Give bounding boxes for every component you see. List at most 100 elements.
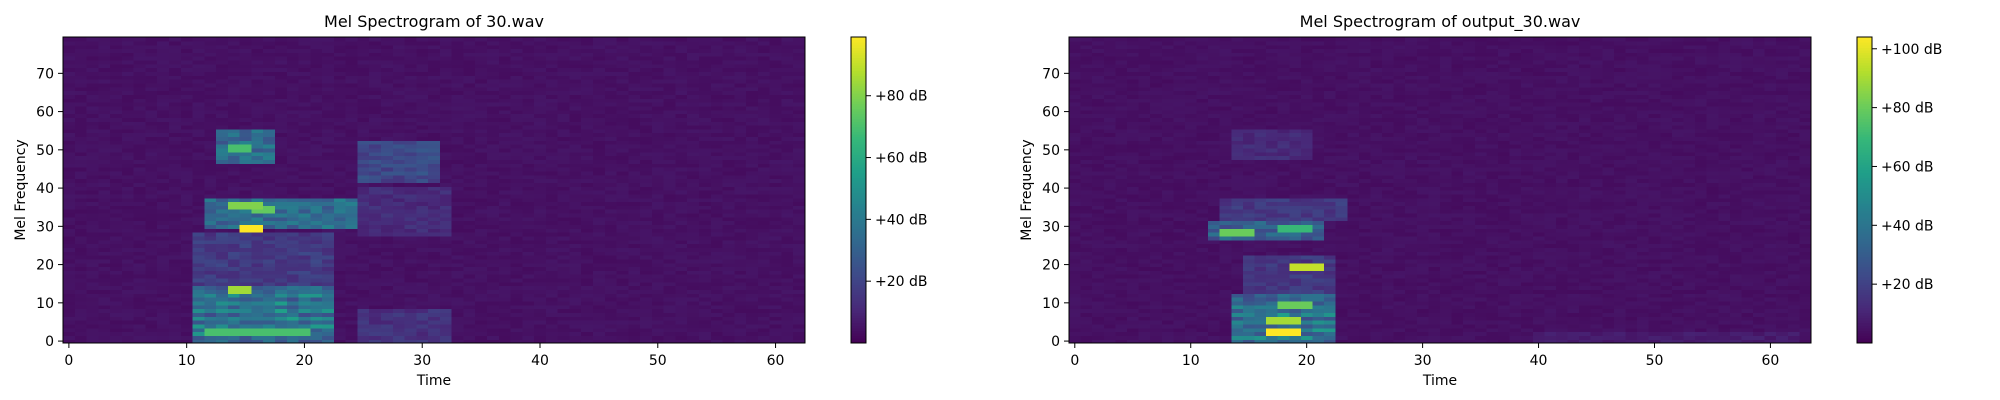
heatmap-cell (133, 239, 147, 245)
heatmap-cell (640, 136, 653, 141)
heatmap-cell (699, 121, 712, 126)
heatmap-cell (157, 201, 170, 206)
heatmap-cell (333, 209, 347, 214)
heatmap-cell (333, 124, 347, 130)
heatmap-cell (216, 48, 229, 53)
heatmap-cell (545, 308, 559, 313)
heatmap-cell (651, 71, 665, 76)
heatmap-cell (381, 320, 394, 325)
heatmap-cell (86, 151, 99, 157)
heatmap-cell (345, 216, 359, 222)
heatmap-cell (616, 274, 629, 279)
heatmap-cell (640, 235, 653, 241)
heatmap-cell (98, 147, 111, 153)
heatmap-cell (675, 48, 688, 53)
heatmap-cell (710, 178, 724, 183)
heatmap-cell (381, 132, 394, 138)
heatmap-cell (180, 339, 194, 344)
heatmap-cell (510, 155, 523, 160)
heatmap-cell (616, 71, 629, 76)
heatmap-cell (510, 90, 523, 95)
heatmap-cell (428, 193, 441, 199)
heatmap-cell (133, 151, 147, 157)
heatmap-cell (110, 121, 123, 126)
heatmap-cell (734, 56, 747, 61)
heatmap-cell (392, 178, 406, 183)
heatmap-cell (746, 232, 759, 237)
heatmap-cell (616, 335, 629, 340)
heatmap-cell (357, 232, 370, 237)
heatmap-cell (133, 274, 147, 279)
heatmap-cell (298, 216, 311, 222)
heatmap-cell (381, 255, 394, 260)
heatmap-cell (781, 155, 794, 160)
heatmap-cell (675, 289, 688, 294)
heatmap-cell (522, 151, 535, 157)
heatmap-cell (439, 167, 453, 172)
heatmap-cell (439, 163, 453, 168)
heatmap-cell (593, 52, 606, 57)
heatmap-cell (98, 228, 111, 233)
heatmap-cell (286, 201, 300, 206)
heatmap-cell (604, 235, 618, 241)
heatmap-cell (133, 232, 147, 237)
heatmap-cell (569, 209, 582, 214)
heatmap-cell (439, 170, 453, 176)
heatmap-cell (322, 67, 335, 73)
heatmap-cell (722, 98, 735, 103)
heatmap-cell (263, 205, 276, 210)
heatmap-cell (569, 147, 582, 153)
heatmap-cell (169, 335, 182, 340)
heatmap-cell (169, 266, 182, 271)
heatmap-cell (487, 136, 500, 141)
heatmap-cell (204, 197, 217, 203)
heatmap-cell (498, 285, 512, 291)
heatmap-cell (192, 124, 205, 130)
heatmap-cell (616, 320, 629, 325)
heatmap-cell (133, 190, 147, 195)
heatmap-cell (310, 59, 323, 65)
heatmap-cell (793, 335, 806, 340)
heatmap-cell (487, 56, 500, 61)
heatmap-cell (640, 228, 653, 233)
heatmap-cell (345, 331, 359, 336)
heatmap-cell (310, 170, 323, 176)
heatmap-cell (345, 266, 359, 271)
heatmap-cell (369, 132, 382, 138)
heatmap-cell (722, 220, 735, 226)
heatmap-cell (463, 266, 476, 271)
heatmap-cell (569, 190, 582, 195)
heatmap-cell (581, 331, 594, 336)
heatmap-cell (699, 247, 712, 252)
heatmap-cell (180, 239, 194, 245)
heatmap-cell (545, 174, 559, 180)
heatmap-cell (675, 140, 688, 145)
heatmap-cell (133, 79, 147, 84)
heatmap-cell (699, 251, 712, 256)
heatmap-cell (357, 163, 370, 168)
heatmap-cell (286, 155, 300, 160)
heatmap-cell (145, 262, 158, 268)
heatmap-cell (757, 277, 771, 283)
heatmap-cell (522, 144, 535, 149)
heatmap-cell (216, 193, 229, 199)
heatmap-cell (581, 44, 594, 50)
heatmap-cell (651, 262, 665, 268)
heatmap-cell (640, 163, 653, 168)
heatmap-cell (121, 312, 135, 317)
heatmap-cell (428, 147, 441, 153)
heatmap-cell (86, 281, 99, 287)
heatmap-cell (581, 159, 594, 164)
heatmap-cell (428, 197, 441, 203)
heatmap-cell (275, 163, 288, 168)
heatmap-cell (746, 251, 759, 256)
heatmap-cell (133, 186, 147, 191)
heatmap-cell (439, 285, 453, 291)
heatmap-cell (687, 300, 700, 306)
heatmap-cell (699, 193, 712, 199)
heatmap-cell (675, 193, 688, 199)
heatmap-cell (616, 235, 629, 241)
heatmap-cell (298, 67, 311, 73)
heatmap-cell (180, 140, 194, 145)
heatmap-cell (310, 235, 323, 241)
